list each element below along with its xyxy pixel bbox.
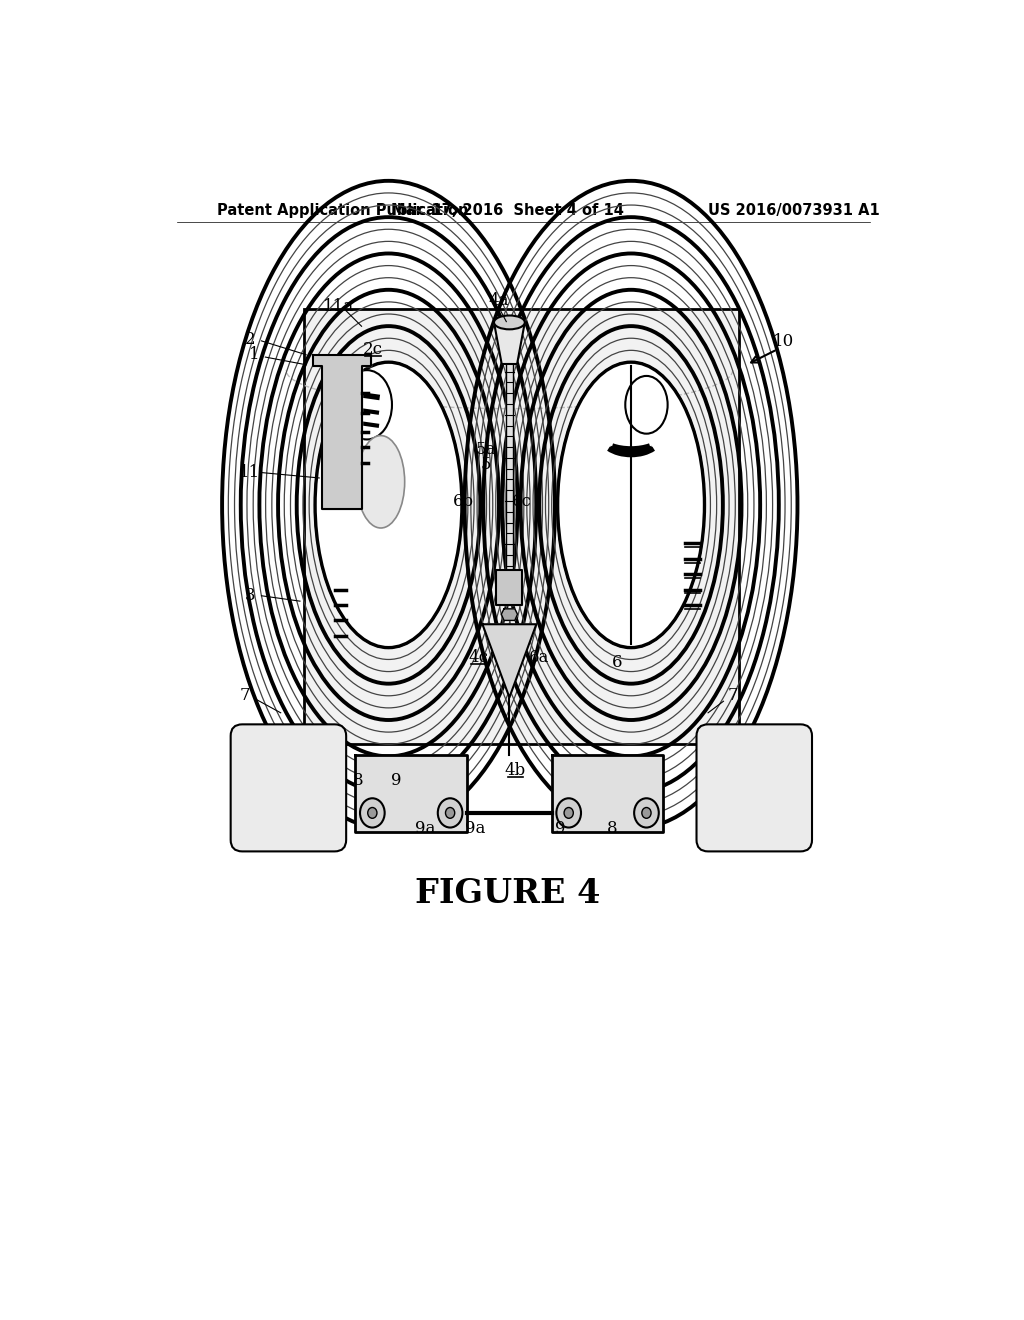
Ellipse shape <box>556 799 581 828</box>
Text: 6: 6 <box>612 655 623 672</box>
Ellipse shape <box>558 363 705 647</box>
Bar <box>304 309 739 743</box>
Text: 9: 9 <box>391 772 401 789</box>
Text: 3: 3 <box>245 587 255 605</box>
Polygon shape <box>482 624 537 697</box>
Text: 8: 8 <box>352 772 364 789</box>
Ellipse shape <box>564 808 573 818</box>
Text: Mar. 17, 2016  Sheet 4 of 14: Mar. 17, 2016 Sheet 4 of 14 <box>391 203 625 218</box>
Ellipse shape <box>368 808 377 818</box>
Text: 6c: 6c <box>512 492 531 510</box>
Text: FIGURE 4: FIGURE 4 <box>415 878 600 911</box>
Ellipse shape <box>438 799 463 828</box>
Polygon shape <box>497 570 522 605</box>
Ellipse shape <box>357 436 404 528</box>
Polygon shape <box>494 322 524 364</box>
Polygon shape <box>502 609 517 620</box>
Text: 7: 7 <box>727 688 738 705</box>
Text: 2: 2 <box>245 331 255 348</box>
Text: 6b: 6b <box>453 492 474 510</box>
Ellipse shape <box>342 370 392 440</box>
Text: 5a: 5a <box>476 441 497 458</box>
Text: 4b: 4b <box>505 762 526 779</box>
Text: 5: 5 <box>481 457 492 474</box>
Ellipse shape <box>626 376 668 434</box>
Text: 6a: 6a <box>528 649 549 665</box>
Ellipse shape <box>360 799 385 828</box>
Polygon shape <box>355 755 467 832</box>
FancyBboxPatch shape <box>230 725 346 851</box>
Ellipse shape <box>634 799 658 828</box>
Text: US 2016/0073931 A1: US 2016/0073931 A1 <box>709 203 881 218</box>
Text: 4c: 4c <box>469 649 488 665</box>
Text: Patent Application Publication: Patent Application Publication <box>217 203 468 218</box>
Text: 9: 9 <box>555 820 565 837</box>
Polygon shape <box>313 355 371 508</box>
Text: 9a: 9a <box>465 820 485 837</box>
Text: 2c: 2c <box>364 341 383 358</box>
Text: 7: 7 <box>240 688 250 705</box>
Polygon shape <box>552 755 664 832</box>
Text: 11a: 11a <box>323 298 354 314</box>
Ellipse shape <box>642 808 651 818</box>
Ellipse shape <box>315 363 462 647</box>
Text: 4a: 4a <box>488 292 509 309</box>
Text: 10: 10 <box>773 333 795 350</box>
Ellipse shape <box>494 315 525 330</box>
Text: 11: 11 <box>240 465 260 480</box>
Text: 1: 1 <box>249 346 259 363</box>
Text: 9a: 9a <box>416 820 435 837</box>
Polygon shape <box>506 364 513 574</box>
FancyBboxPatch shape <box>696 725 812 851</box>
Ellipse shape <box>445 808 455 818</box>
Text: 8: 8 <box>606 820 617 837</box>
